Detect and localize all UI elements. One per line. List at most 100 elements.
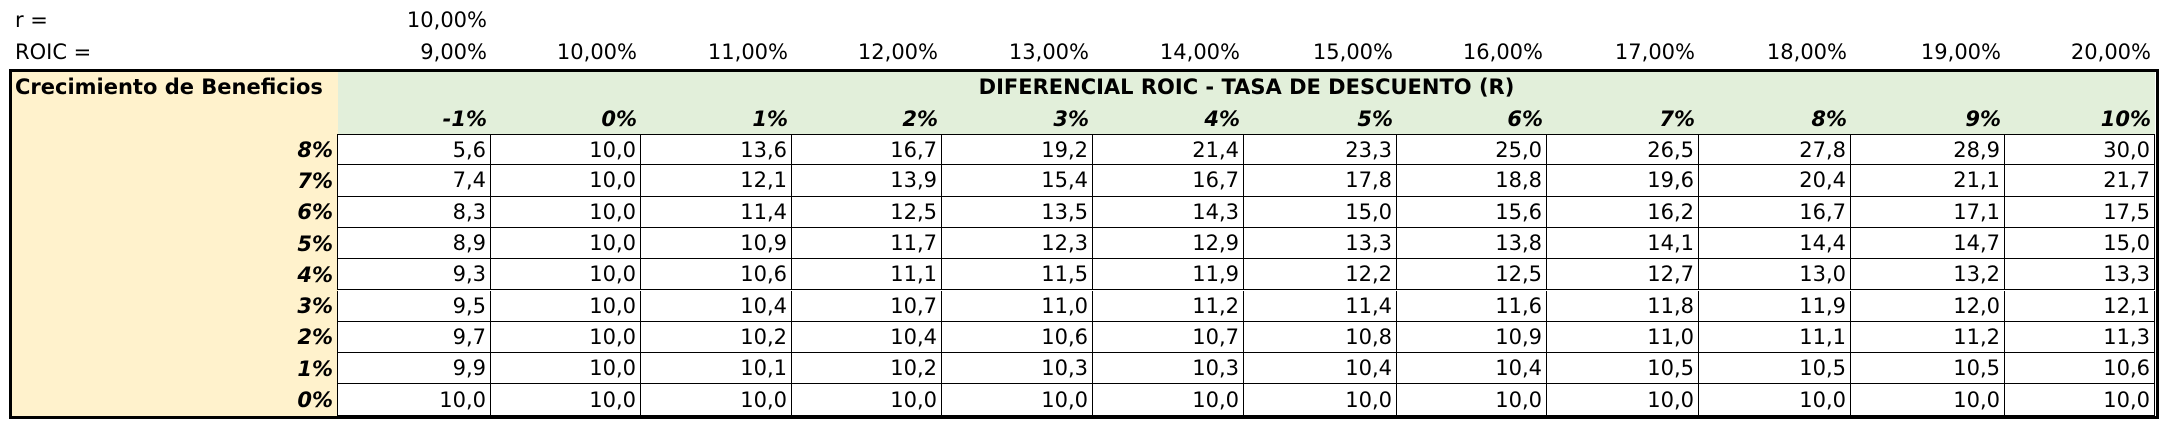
value-cell: 10,0 (1397, 384, 1547, 416)
value-cell: 10,6 (2005, 353, 2155, 385)
column-header: 10% (2100, 106, 2151, 131)
column-header: 0% (601, 106, 637, 131)
value-cell: 10,0 (1851, 384, 2005, 416)
value-cell: 16,7 (1699, 196, 1851, 228)
value-cell: 11,6 (1397, 290, 1547, 322)
value-cell: 13,9 (792, 165, 942, 197)
value-cell: 10,0 (1093, 384, 1244, 416)
value-cell: 12,3 (942, 227, 1093, 260)
value-cell: 15,6 (1397, 196, 1547, 228)
value-cell: 16,2 (1547, 196, 1699, 228)
value-cell: 11,4 (641, 196, 792, 228)
column-header: -1% (442, 106, 487, 131)
value-cell: 14,7 (1851, 227, 2005, 260)
value-cell: 14,4 (1699, 227, 1851, 260)
value-cell: 10,0 (2005, 384, 2155, 416)
value-cell: 11,7 (792, 227, 942, 260)
value-cell: 11,3 (2005, 321, 2155, 354)
row-label: 5% (11, 227, 338, 260)
value-cell: 9,9 (338, 353, 491, 385)
row-label: 6% (11, 196, 338, 228)
row-label: 2% (11, 321, 338, 354)
value-cell: 10,5 (1699, 353, 1851, 385)
column-header: 1% (752, 106, 788, 131)
value-cell: 10,6 (641, 259, 792, 291)
value-cell: 10,4 (641, 290, 792, 322)
value-cell: 26,5 (1547, 134, 1699, 166)
value-cell: 11,0 (942, 290, 1093, 322)
value-cell: 11,2 (1093, 290, 1244, 322)
roic-value: 10,00% (556, 40, 637, 64)
roic-value: 12,00% (857, 40, 938, 64)
value-cell: 10,1 (641, 353, 792, 385)
value-cell: 14,1 (1547, 227, 1699, 260)
value-cell: 10,6 (942, 321, 1093, 354)
row-label: 8% (11, 134, 338, 166)
value-cell: 10,0 (1699, 384, 1851, 416)
value-cell: 11,8 (1547, 290, 1699, 322)
value-cell: 13,3 (1244, 227, 1397, 260)
value-cell: 23,3 (1244, 134, 1397, 166)
column-header: 7% (1659, 106, 1695, 131)
value-cell: 14,3 (1093, 196, 1244, 228)
value-cell: 10,0 (338, 384, 491, 416)
value-cell: 21,4 (1093, 134, 1244, 166)
value-cell: 9,7 (338, 321, 491, 354)
value-cell: 10,0 (491, 196, 641, 228)
roic-label: ROIC = (15, 40, 92, 64)
value-cell: 10,0 (491, 290, 641, 322)
value-cell: 18,8 (1397, 165, 1547, 197)
value-cell: 12,9 (1093, 227, 1244, 260)
value-cell: 11,9 (1699, 290, 1851, 322)
value-cell: 10,0 (491, 134, 641, 166)
value-cell: 10,4 (1244, 353, 1397, 385)
value-cell: 16,7 (792, 134, 942, 166)
value-cell: 10,3 (1093, 353, 1244, 385)
value-cell: 11,1 (1699, 321, 1851, 354)
value-cell: 21,1 (1851, 165, 2005, 197)
value-cell: 19,2 (942, 134, 1093, 166)
value-cell: 28,9 (1851, 134, 2005, 166)
value-cell: 21,7 (2005, 165, 2155, 197)
value-cell: 16,7 (1093, 165, 1244, 197)
row-label: 4% (11, 259, 338, 291)
value-cell: 10,0 (491, 227, 641, 260)
row-label: 0% (11, 384, 338, 416)
value-cell: 10,4 (1397, 353, 1547, 385)
value-cell: 15,4 (942, 165, 1093, 197)
value-cell: 11,2 (1851, 321, 2005, 354)
value-cell: 15,0 (2005, 227, 2155, 260)
value-cell: 10,3 (942, 353, 1093, 385)
value-cell: 10,0 (1244, 384, 1397, 416)
value-cell: 10,0 (491, 384, 641, 416)
value-cell: 10,9 (641, 227, 792, 260)
value-cell: 11,1 (792, 259, 942, 291)
roic-value: 16,00% (1462, 40, 1543, 64)
value-cell: 13,3 (2005, 259, 2155, 291)
value-cell: 12,7 (1547, 259, 1699, 291)
value-cell: 10,0 (641, 384, 792, 416)
value-cell: 9,3 (338, 259, 491, 291)
value-cell: 12,1 (2005, 290, 2155, 322)
value-cell: 10,0 (491, 259, 641, 291)
column-header: 5% (1357, 106, 1393, 131)
value-cell: 27,8 (1699, 134, 1851, 166)
column-header: 8% (1811, 106, 1847, 131)
roic-value: 11,00% (707, 40, 788, 64)
value-cell: 10,0 (491, 353, 641, 385)
table-border (9, 69, 2159, 419)
value-cell: 10,0 (1547, 384, 1699, 416)
value-cell: 10,9 (1397, 321, 1547, 354)
value-cell: 17,5 (2005, 196, 2155, 228)
value-cell: 17,1 (1851, 196, 2005, 228)
value-cell: 12,2 (1244, 259, 1397, 291)
value-cell: 10,2 (792, 353, 942, 385)
roic-value: 14,00% (1159, 40, 1240, 64)
value-cell: 10,7 (1093, 321, 1244, 354)
value-cell: 10,0 (491, 165, 641, 197)
roic-value: 18,00% (1766, 40, 1847, 64)
value-cell: 11,4 (1244, 290, 1397, 322)
value-cell: 17,8 (1244, 165, 1397, 197)
value-cell: 13,2 (1851, 259, 2005, 291)
value-cell: 13,8 (1397, 227, 1547, 260)
